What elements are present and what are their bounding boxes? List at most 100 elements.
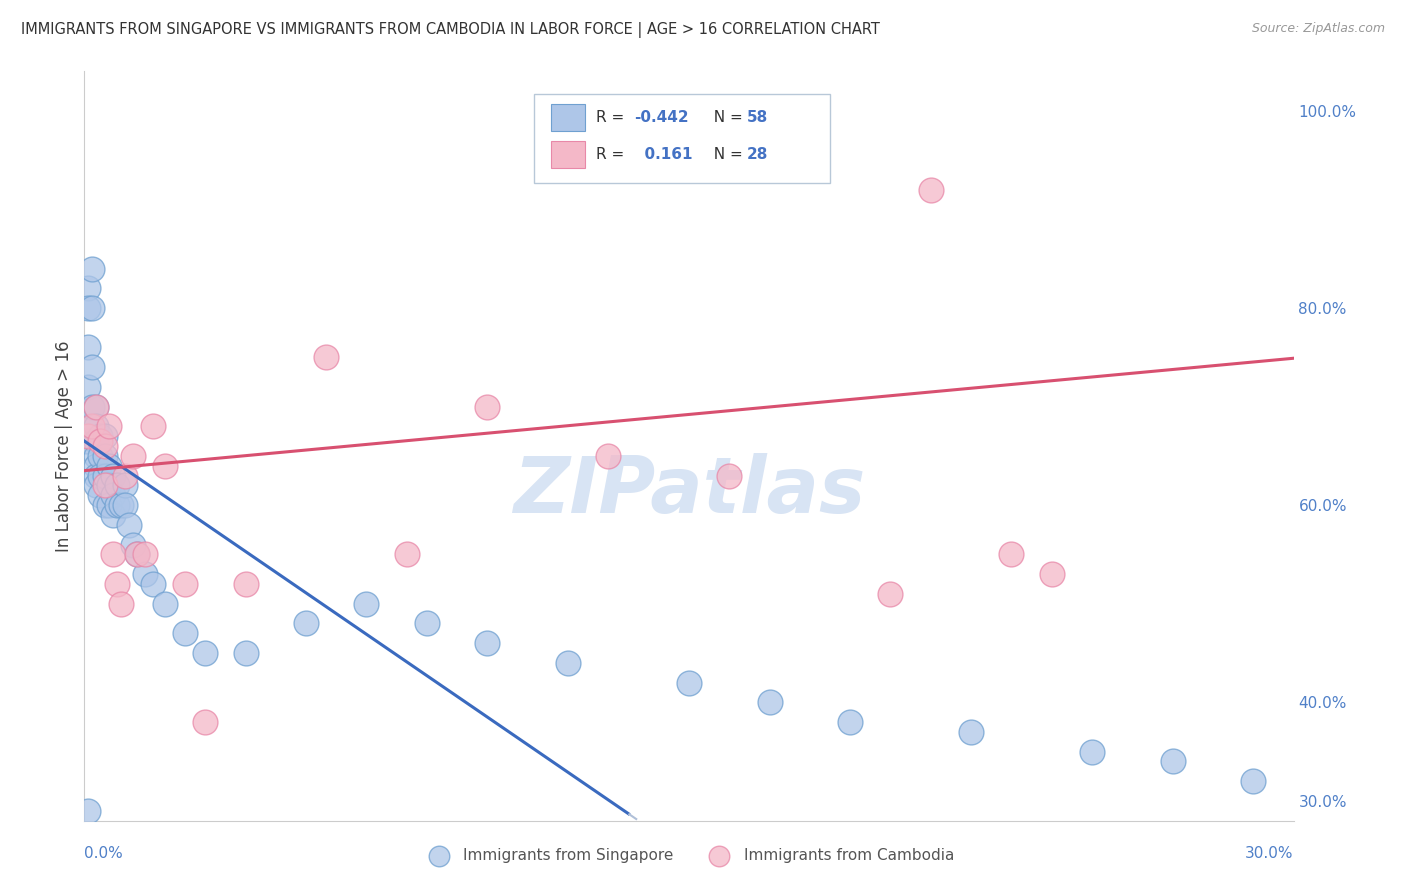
Point [114,478,136,492]
Point [718,468,741,483]
Point [121,538,143,552]
Point [142,419,165,434]
Point [89,449,111,463]
Point [477,400,499,414]
Point [557,656,579,670]
Point [153,597,176,611]
Point [134,567,156,582]
Point [395,548,418,562]
Point [879,587,901,601]
Point [93,498,115,512]
Point [142,577,165,591]
Point [93,449,115,463]
Text: Source: ZipAtlas.com: Source: ZipAtlas.com [1251,22,1385,36]
Point [118,517,141,532]
Text: IMMIGRANTS FROM SINGAPORE VS IMMIGRANTS FROM CAMBODIA IN LABOR FORCE | AGE > 16 : IMMIGRANTS FROM SINGAPORE VS IMMIGRANTS … [21,22,880,38]
Point [295,616,318,631]
Point [89,468,111,483]
Point [194,646,217,660]
Legend: Immigrants from Singapore, Immigrants from Cambodia: Immigrants from Singapore, Immigrants fr… [418,842,960,869]
Point [356,597,378,611]
Point [82,360,104,375]
Point [82,419,104,434]
Point [79,419,101,434]
Point [125,548,148,562]
Text: R =: R = [596,111,630,125]
Point [315,351,337,365]
Point [174,626,197,640]
Text: 0.0%: 0.0% [84,846,124,861]
Point [839,714,862,729]
Point [77,301,100,315]
Point [77,340,100,354]
Point [82,301,104,315]
Point [105,577,128,591]
Point [1000,548,1022,562]
Point [82,400,104,414]
Point [174,577,197,591]
Point [86,400,108,414]
Point [110,498,132,512]
Point [86,478,108,492]
Text: 28: 28 [747,147,768,161]
Point [75,434,97,448]
Point [86,400,108,414]
Point [101,468,124,483]
Point [235,646,257,660]
Point [920,183,942,197]
Point [105,498,128,512]
Point [77,380,100,394]
Point [77,429,100,443]
Text: 0.161: 0.161 [634,147,693,161]
Point [93,468,115,483]
Point [86,468,108,483]
Point [1040,567,1063,582]
Point [86,449,108,463]
Point [77,281,100,295]
Text: ZIPatlas: ZIPatlas [513,453,865,529]
Point [86,434,108,448]
Point [105,478,128,492]
Text: 58: 58 [747,111,768,125]
Point [1161,755,1184,769]
Text: N =: N = [704,111,748,125]
Point [477,636,499,650]
Point [101,508,124,522]
Point [416,616,439,631]
Point [114,498,136,512]
Point [97,419,120,434]
Point [121,449,143,463]
Point [97,478,120,492]
Point [86,458,108,473]
Point [134,548,156,562]
Point [125,548,148,562]
Point [77,804,100,818]
Point [1241,774,1264,789]
Point [101,548,124,562]
Point [598,449,620,463]
Point [153,458,176,473]
Point [235,577,257,591]
Point [960,725,983,739]
Point [93,439,115,453]
Text: -0.442: -0.442 [634,111,689,125]
Point [101,488,124,502]
Point [86,419,108,434]
Point [82,261,104,276]
Point [194,714,217,729]
Point [93,429,115,443]
Point [97,498,120,512]
Point [89,488,111,502]
Point [89,429,111,443]
Text: 30.0%: 30.0% [1246,846,1294,861]
Text: R =: R = [596,147,630,161]
Y-axis label: In Labor Force | Age > 16: In Labor Force | Age > 16 [55,340,73,552]
Point [1081,745,1104,759]
Point [110,597,132,611]
Point [114,468,136,483]
Point [93,478,115,492]
Point [89,434,111,448]
Point [97,458,120,473]
Point [758,695,780,709]
Text: N =: N = [704,147,748,161]
